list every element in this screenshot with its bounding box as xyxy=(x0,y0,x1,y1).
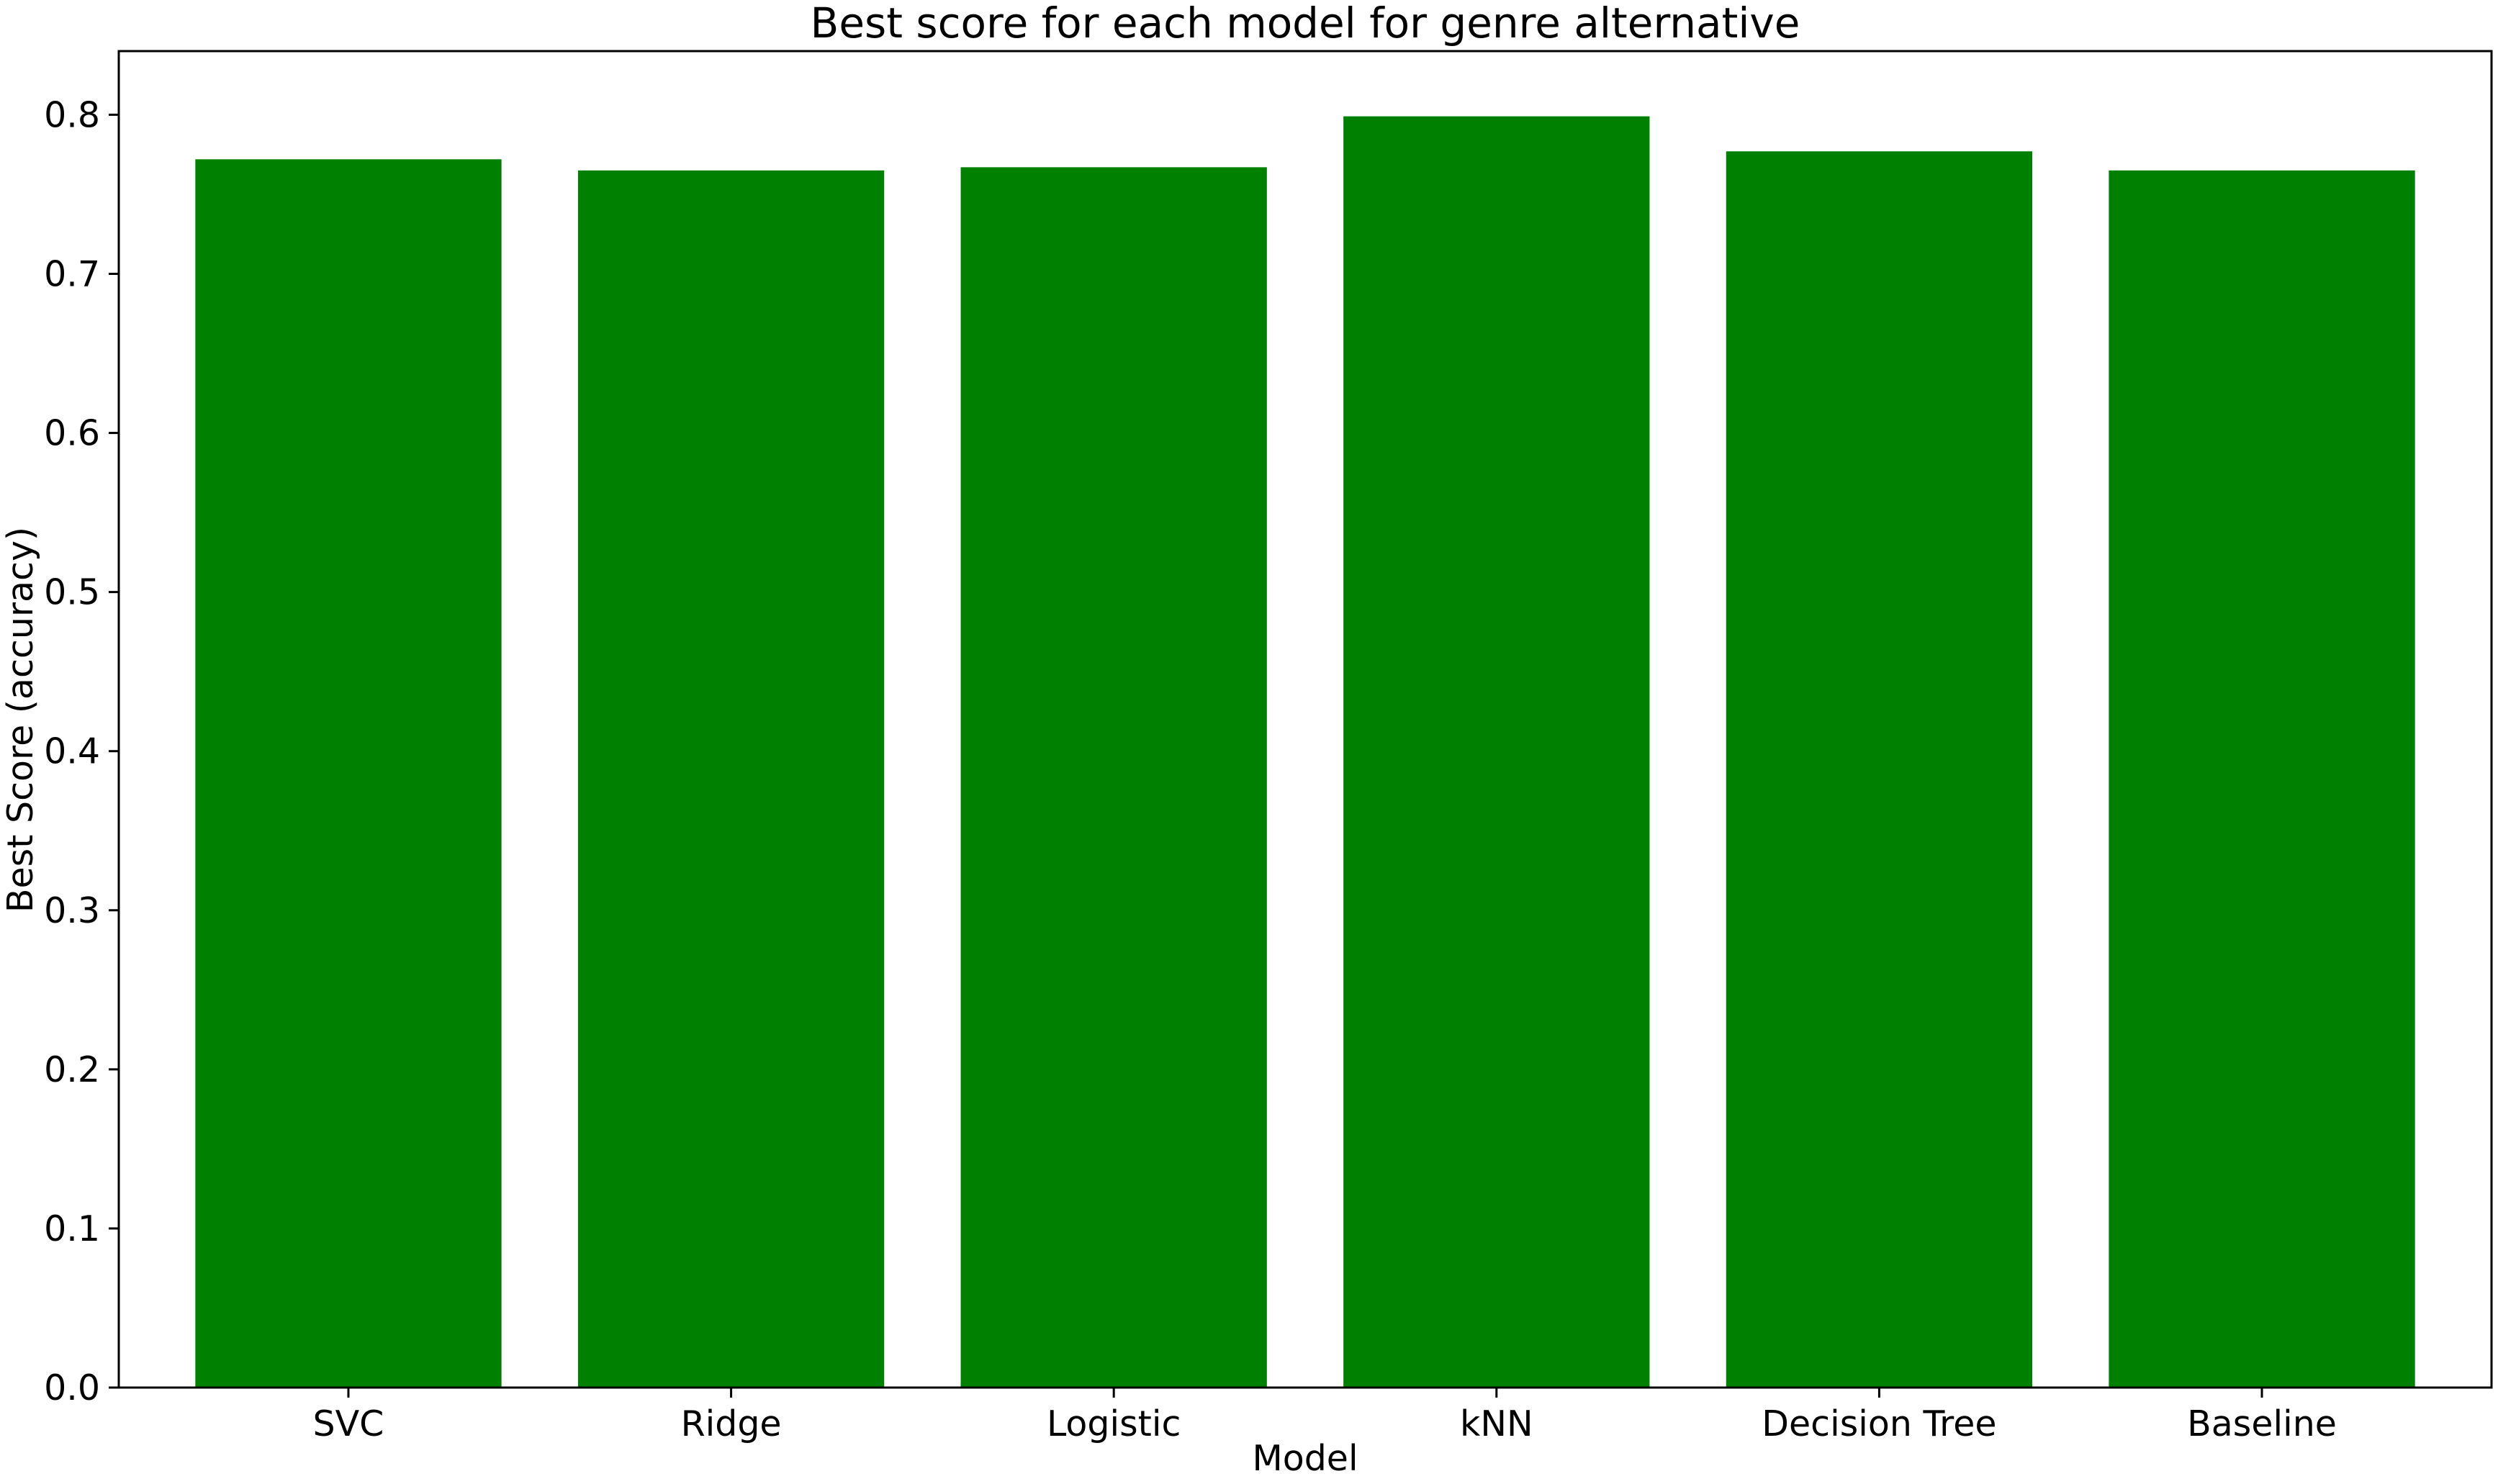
y-tick-label: 0.7 xyxy=(44,254,100,295)
x-tick-label: Decision Tree xyxy=(1762,1403,1996,1444)
bar-baseline xyxy=(2109,170,2415,1388)
x-axis: SVC Ridge Logistic kNN Decision Tree Baseline xyxy=(313,1388,2337,1444)
y-tick-label: 0.4 xyxy=(44,731,100,772)
bars-group xyxy=(195,116,2415,1388)
x-tick-label: Logistic xyxy=(1047,1403,1181,1444)
y-tick-label: 0.3 xyxy=(44,890,100,931)
x-tick-label: kNN xyxy=(1460,1403,1533,1444)
y-tick-label: 0.1 xyxy=(44,1208,100,1249)
y-axis: 0.0 0.1 0.2 0.3 0.4 0.5 0.6 0.7 0.8 xyxy=(44,94,119,1408)
bar-ridge xyxy=(577,170,885,1388)
x-tick-label: SVC xyxy=(313,1403,384,1444)
plot-frame xyxy=(117,50,2493,1389)
y-tick-label: 0.0 xyxy=(44,1367,100,1408)
x-tick-label: Ridge xyxy=(681,1403,782,1444)
y-tick-label: 0.6 xyxy=(44,413,100,454)
bar-decision-tree xyxy=(1726,151,2033,1388)
chart-title: Best score for each model for genre alte… xyxy=(811,0,1800,47)
y-tick-label: 0.5 xyxy=(44,572,100,613)
bar-logistic xyxy=(960,167,1267,1388)
bar-svc xyxy=(195,159,502,1388)
y-tick-label: 0.8 xyxy=(44,94,100,135)
x-axis-label: Model xyxy=(1252,1438,1358,1479)
bar-knn xyxy=(1343,116,1650,1388)
x-tick-label: Baseline xyxy=(2187,1403,2337,1444)
y-axis-label: Best Score (accuracy) xyxy=(0,527,41,913)
y-tick-label: 0.2 xyxy=(44,1049,100,1090)
